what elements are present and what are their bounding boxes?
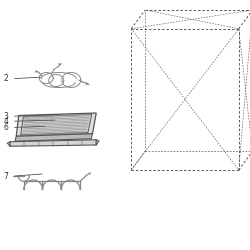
Text: 3: 3: [4, 112, 9, 121]
Polygon shape: [21, 114, 92, 135]
Text: 6: 6: [4, 123, 9, 132]
Polygon shape: [15, 134, 92, 141]
Text: 4: 4: [4, 117, 9, 126]
Text: 2: 2: [4, 74, 8, 83]
Text: 7: 7: [4, 172, 9, 181]
Polygon shape: [16, 113, 96, 136]
Polygon shape: [10, 140, 96, 146]
